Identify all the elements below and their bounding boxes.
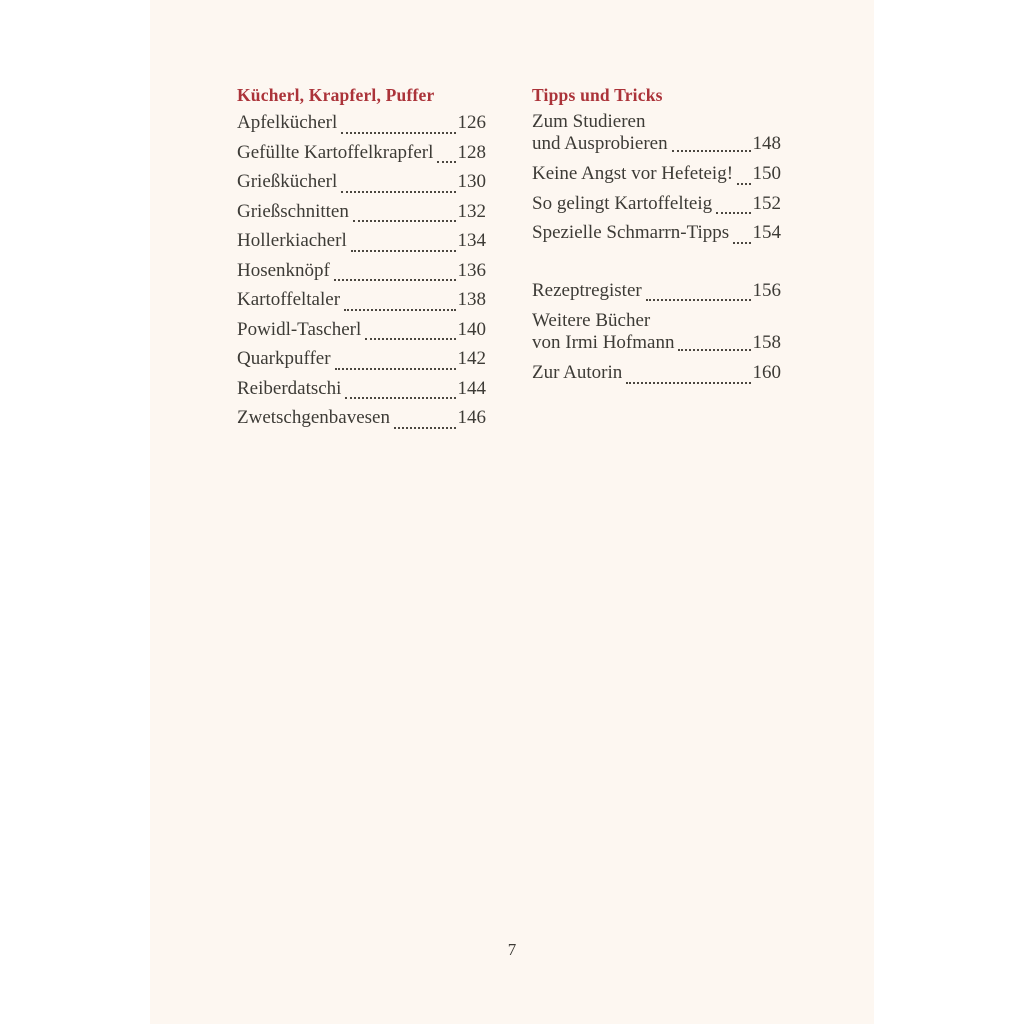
toc-entry-label-line2: von Irmi Hofmann [532, 332, 675, 353]
section-heading-tipps: Tipps und Tricks [532, 85, 663, 105]
toc-entry-page: 158 [752, 332, 782, 353]
toc-entry-zwetschgenbavesen: Zwetschgenbavesen 146 [237, 403, 486, 433]
toc-entry-apfelkuecherl: Apfelkücherl 126 [237, 108, 486, 138]
dot-leader [350, 249, 456, 252]
toc-entry-label: Rezeptregister [532, 279, 642, 301]
toc-entry-label: Quarkpuffer [237, 348, 331, 369]
toc-column-kuecherl: Kücherl, Krapferl, Puffer Apfelkücherl 1… [237, 84, 486, 433]
toc-entry-label-line1: Zum Studieren [532, 111, 646, 132]
toc-entry-label: Gefüllte Kartoffelkrapferl [237, 141, 434, 163]
toc-entry-page: 128 [457, 141, 487, 163]
dot-leader [333, 279, 456, 281]
toc-entry-label-line1: Weitere Bücher [532, 310, 651, 331]
toc-entry-page: 136 [457, 259, 487, 281]
dot-leader [334, 367, 456, 370]
toc-entry-page: 146 [457, 407, 487, 428]
toc-entry-page: 148 [752, 133, 782, 154]
dot-leader [341, 131, 456, 134]
toc-entry-page: 150 [752, 163, 782, 184]
toc-entry-label: Reiberdatschi [237, 377, 342, 399]
dot-leader [345, 397, 456, 399]
toc-entry-label: Keine Angst vor Hefeteig! [532, 163, 734, 184]
toc-entry-label-line2: und Ausprobieren [532, 133, 668, 154]
dot-leader [626, 381, 751, 384]
toc-list-tipps: Zum Studieren und Ausprobieren 148 Keine… [532, 108, 781, 388]
toc-entry-page: 152 [752, 192, 782, 214]
toc-entry-label: Kartoffeltaler [237, 289, 341, 310]
dot-leader [394, 426, 456, 429]
dot-leader [344, 308, 456, 311]
toc-entry-page: 134 [457, 230, 487, 251]
toc-entry-keine-angst-vor-hefeteig: Keine Angst vor Hefeteig! 150 [532, 159, 781, 189]
dot-leader [352, 220, 456, 222]
toc-entry-zur-autorin: Zur Autorin 160 [532, 358, 781, 388]
toc-entry-spezielle-schmarrn-tipps: Spezielle Schmarrn-Tipps 154 [532, 218, 781, 248]
dot-leader [645, 299, 751, 301]
toc-entry-rezeptregister: Rezeptregister 156 [532, 276, 781, 306]
dot-leader [437, 161, 456, 163]
toc-entry-reiberdatschi: Reiberdatschi 144 [237, 374, 486, 404]
toc-entry-gefuellte-kartoffelkrapferl: Gefüllte Kartoffelkrapferl 128 [237, 138, 486, 168]
toc-entry-hosenknoepf: Hosenknöpf 136 [237, 256, 486, 286]
toc-entry-page: 138 [457, 289, 487, 310]
dot-leader [671, 150, 751, 152]
toc-entry-label: Hosenknöpf [237, 259, 330, 281]
toc-entry-page: 156 [752, 279, 782, 301]
book-page: Kücherl, Krapferl, Puffer Apfelkücherl 1… [150, 0, 874, 1024]
toc-entry-page: 144 [457, 377, 487, 399]
toc-entry-kartoffeltaler: Kartoffeltaler 138 [237, 285, 486, 315]
toc-entry-hollerkiacherl: Hollerkiacherl 134 [237, 226, 486, 256]
toc-entry-page: 142 [457, 348, 487, 369]
toc-entry-label: Zwetschgenbavesen [237, 407, 390, 428]
toc-list-kuecherl: Apfelkücherl 126 Gefüllte Kartoffelkrapf… [237, 108, 486, 433]
toc-entry-weitere-buecher: Weitere Bücher von Irmi Hofmann 158 [532, 307, 781, 354]
dot-leader [341, 190, 456, 193]
toc-entry-label: Grießkücherl [237, 171, 338, 192]
toc-entry-label: Zur Autorin [532, 362, 623, 383]
section-heading-kuecherl: Kücherl, Krapferl, Puffer [237, 85, 435, 105]
toc-entry-page: 132 [457, 200, 487, 222]
toc-entry-griessschnitten: Grießschnitten 132 [237, 197, 486, 227]
toc-entry-page: 130 [457, 171, 487, 192]
toc-entry-label: Powidl-Tascherl [237, 318, 362, 340]
toc-entry-quarkpuffer: Quarkpuffer 142 [237, 344, 486, 374]
toc-entry-page: 126 [457, 112, 487, 133]
toc-entry-page: 154 [752, 222, 782, 243]
dot-leader [716, 212, 751, 214]
toc-entry-page: 140 [457, 318, 487, 340]
toc-entry-zum-studieren: Zum Studieren und Ausprobieren 148 [532, 108, 781, 155]
dot-leader [365, 338, 456, 340]
toc-column-tipps: Tipps und Tricks Zum Studieren und Auspr… [532, 84, 781, 388]
toc-entry-label: Grießschnitten [237, 200, 349, 222]
toc-entry-page: 160 [752, 362, 782, 383]
toc-entry-label: Spezielle Schmarrn-Tipps [532, 222, 730, 243]
toc-entry-label: Apfelkücherl [237, 112, 338, 133]
dot-leader [737, 182, 751, 185]
page-number-folio: 7 [507, 940, 517, 959]
toc-entry-label: So gelingt Kartoffelteig [532, 192, 713, 214]
dot-leader [733, 241, 751, 244]
dot-leader [678, 349, 751, 351]
toc-entry-griesskuecherl: Grießkücherl 130 [237, 167, 486, 197]
toc-entry-powidl-tascherl: Powidl-Tascherl 140 [237, 315, 486, 345]
toc-entry-so-gelingt-kartoffelteig: So gelingt Kartoffelteig 152 [532, 189, 781, 219]
toc-entry-label: Hollerkiacherl [237, 230, 347, 251]
